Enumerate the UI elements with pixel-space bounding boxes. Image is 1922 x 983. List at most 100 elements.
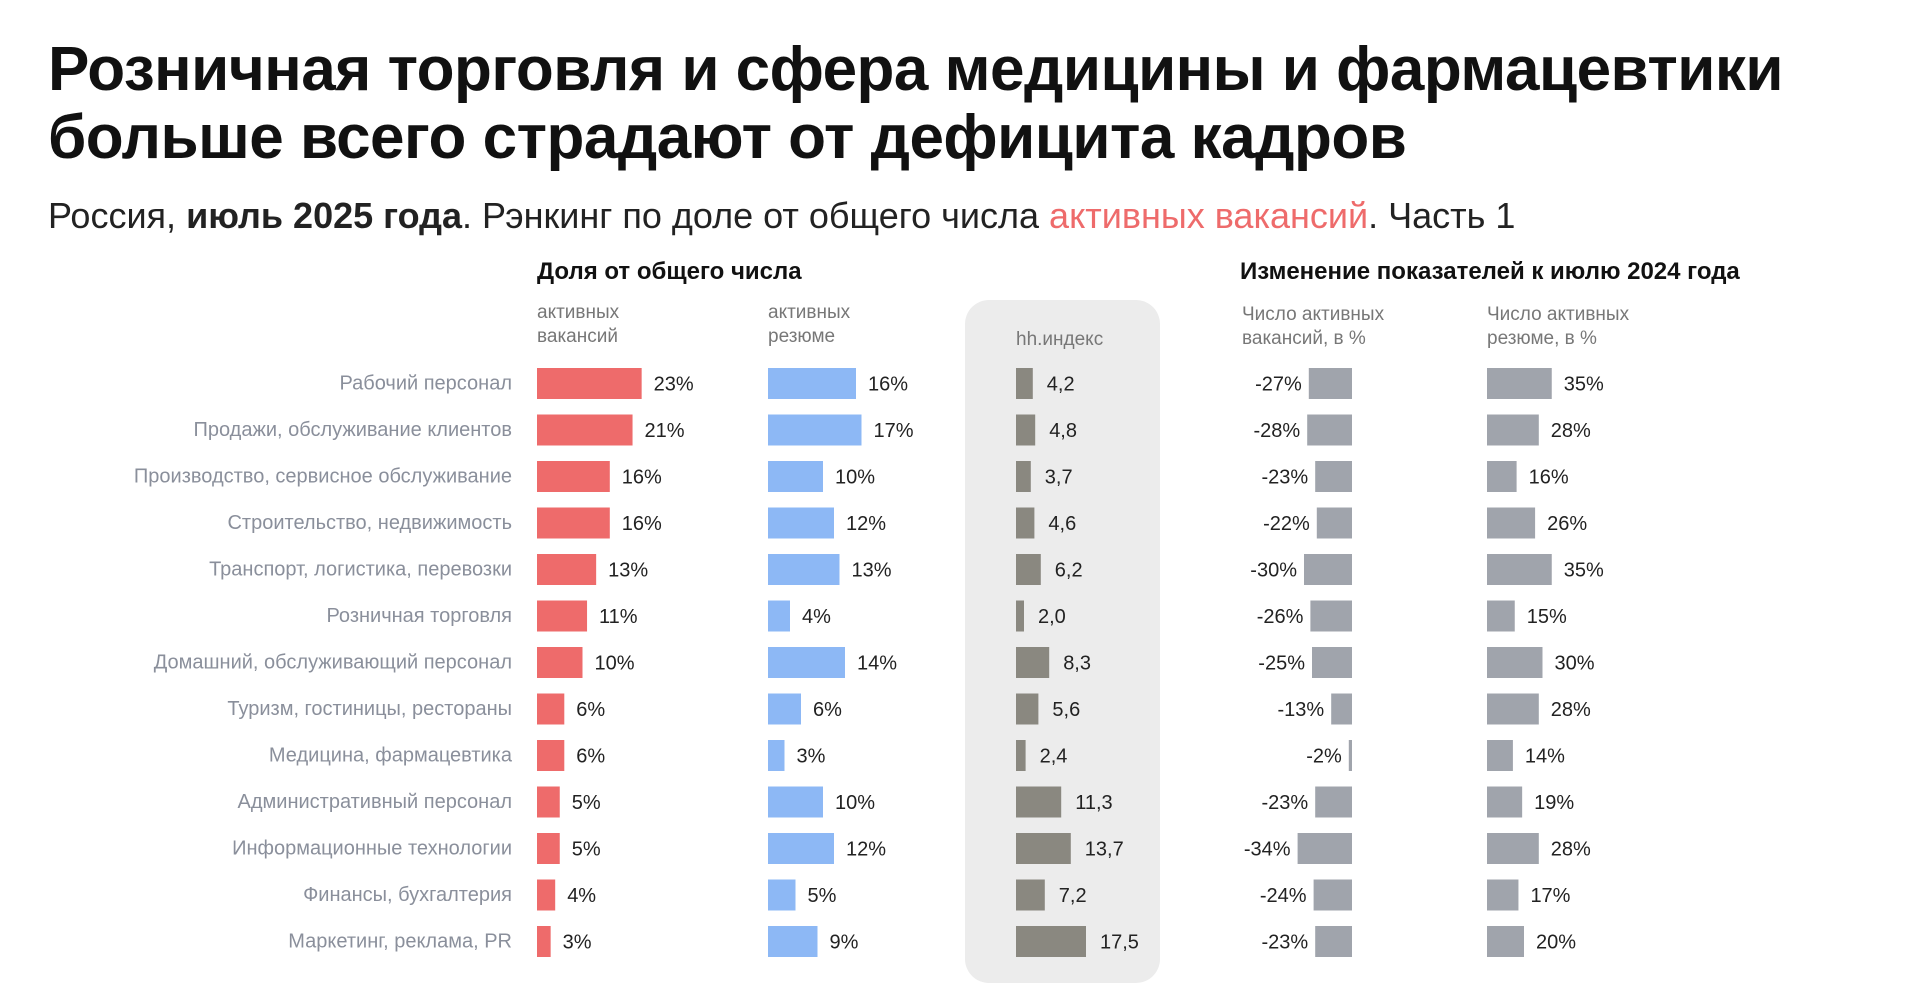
hh_index-bar [1016, 833, 1071, 864]
vac_change-value-label: -34% [1244, 839, 1291, 861]
vac_change-bar [1304, 554, 1352, 585]
vac_change-bar [1313, 879, 1352, 911]
vacancies-value-label: 16% [622, 467, 662, 489]
res_change-bar [1487, 693, 1539, 725]
res_change-value-label: 35% [1564, 374, 1604, 396]
hh_index-value-label: 4,2 [1047, 374, 1075, 396]
resumes-value-label: 3% [797, 746, 826, 768]
res_change-bar [1487, 740, 1513, 771]
vacancies-value-label: 5% [572, 792, 601, 814]
category-label: Домашний, обслуживающий персонал [154, 652, 512, 674]
chart-title: Розничная торговля и сфера медицины и фа… [48, 35, 1783, 172]
resumes-value-label: 12% [846, 513, 886, 535]
res_change-bar [1487, 507, 1536, 539]
vac_change-bar [1297, 833, 1352, 864]
vacancies-value-label: 13% [608, 560, 648, 582]
vac_change-bar [1315, 461, 1352, 492]
vacancies-bar [537, 414, 633, 446]
category-label: Производство, сервисное обслуживание [134, 466, 512, 488]
vac_change-value-label: -23% [1261, 792, 1308, 814]
res_change-value-label: 16% [1529, 467, 1569, 489]
hh_index-value-label: 5,6 [1052, 699, 1080, 721]
resumes-column-header: активных резюме [768, 302, 851, 347]
vacancies-change-column-header: Число активных вакансий, в % [1242, 304, 1385, 349]
category-label: Розничная торговля [326, 605, 512, 627]
res_change-bar [1487, 926, 1524, 957]
vac_change-value-label: -23% [1261, 467, 1308, 489]
res_change-bar [1487, 600, 1515, 632]
res_change-value-label: 19% [1534, 792, 1574, 814]
vac_change-value-label: -30% [1250, 560, 1297, 582]
res_change-value-label: 14% [1525, 746, 1565, 768]
resumes-bar [768, 926, 818, 957]
resumes-value-label: 10% [835, 792, 875, 814]
vacancies-value-label: 10% [595, 653, 635, 675]
hh-index-column-header: hh.индекс [1016, 329, 1104, 350]
res_change-value-label: 30% [1555, 653, 1595, 675]
hh_index-value-label: 8,3 [1063, 653, 1091, 675]
hh_index-bar [1016, 693, 1039, 725]
hh_index-bar [1016, 879, 1045, 911]
resumes-value-label: 16% [868, 374, 908, 396]
vac_change-value-label: -25% [1258, 653, 1305, 675]
resumes-bar [768, 554, 840, 585]
category-label: Медицина, фармацевтика [269, 745, 513, 767]
category-label: Рабочий персонал [339, 373, 512, 395]
vacancies-value-label: 16% [622, 513, 662, 535]
resumes-bar [768, 786, 823, 818]
vacancies-bar [537, 786, 560, 818]
res_change-value-label: 15% [1527, 606, 1567, 628]
category-label: Строительство, недвижимость [227, 512, 512, 534]
res_change-bar [1487, 879, 1519, 911]
res_change-bar [1487, 786, 1523, 818]
resumes-bar [768, 740, 785, 771]
resumes-bar [768, 879, 796, 911]
vac_change-value-label: -26% [1257, 606, 1304, 628]
vac_change-bar [1331, 693, 1352, 725]
vac_change-value-label: -24% [1260, 885, 1307, 907]
vac_change-bar [1315, 926, 1352, 957]
share-group-header: Доля от общего числа [537, 258, 802, 285]
resumes-bar [768, 461, 823, 492]
resumes-bar [768, 414, 862, 446]
category-label: Административный персонал [238, 791, 512, 813]
res_change-value-label: 28% [1551, 420, 1591, 442]
hh_index-value-label: 4,8 [1049, 420, 1077, 442]
vacancies-bar [537, 600, 588, 632]
category-label: Маркетинг, реклама, PR [288, 931, 512, 953]
chart-subtitle: Россия, июль 2025 года. Рэнкинг по доле … [48, 194, 1515, 238]
hh_index-value-label: 13,7 [1085, 839, 1124, 861]
res_change-value-label: 28% [1551, 839, 1591, 861]
vacancies-bar [537, 647, 583, 678]
resumes-value-label: 13% [852, 560, 892, 582]
resumes-value-label: 12% [846, 839, 886, 861]
vacancies-value-label: 5% [572, 839, 601, 861]
res_change-bar [1487, 554, 1552, 585]
resumes-bar [768, 647, 845, 678]
res_change-bar [1487, 414, 1539, 446]
vac_change-bar [1310, 600, 1352, 632]
resumes-bar [768, 600, 790, 632]
hh_index-bar [1016, 600, 1024, 632]
res_change-bar [1487, 833, 1539, 864]
subtitle-part2: . Рэнкинг по доле от общего числа [462, 195, 1050, 236]
res_change-value-label: 17% [1530, 885, 1570, 907]
vacancies-bar [537, 926, 551, 957]
hh_index-bar [1016, 647, 1050, 678]
hh_index-bar [1016, 926, 1086, 957]
vacancies-value-label: 23% [654, 374, 694, 396]
hh_index-bar [1016, 461, 1031, 492]
vac_change-bar [1316, 507, 1352, 539]
category-label: Туризм, гостиницы, рестораны [227, 698, 512, 720]
resumes-bar [768, 507, 834, 539]
resumes-value-label: 10% [835, 467, 875, 489]
vac_change-bar [1308, 368, 1352, 399]
vacancies-bar [537, 833, 560, 864]
vacancies-bar [537, 507, 610, 539]
hh_index-bar [1016, 554, 1041, 585]
vac_change-value-label: -27% [1255, 374, 1302, 396]
resumes-value-label: 6% [813, 699, 842, 721]
vac_change-bar [1315, 786, 1352, 818]
hh_index-bar [1016, 368, 1033, 399]
